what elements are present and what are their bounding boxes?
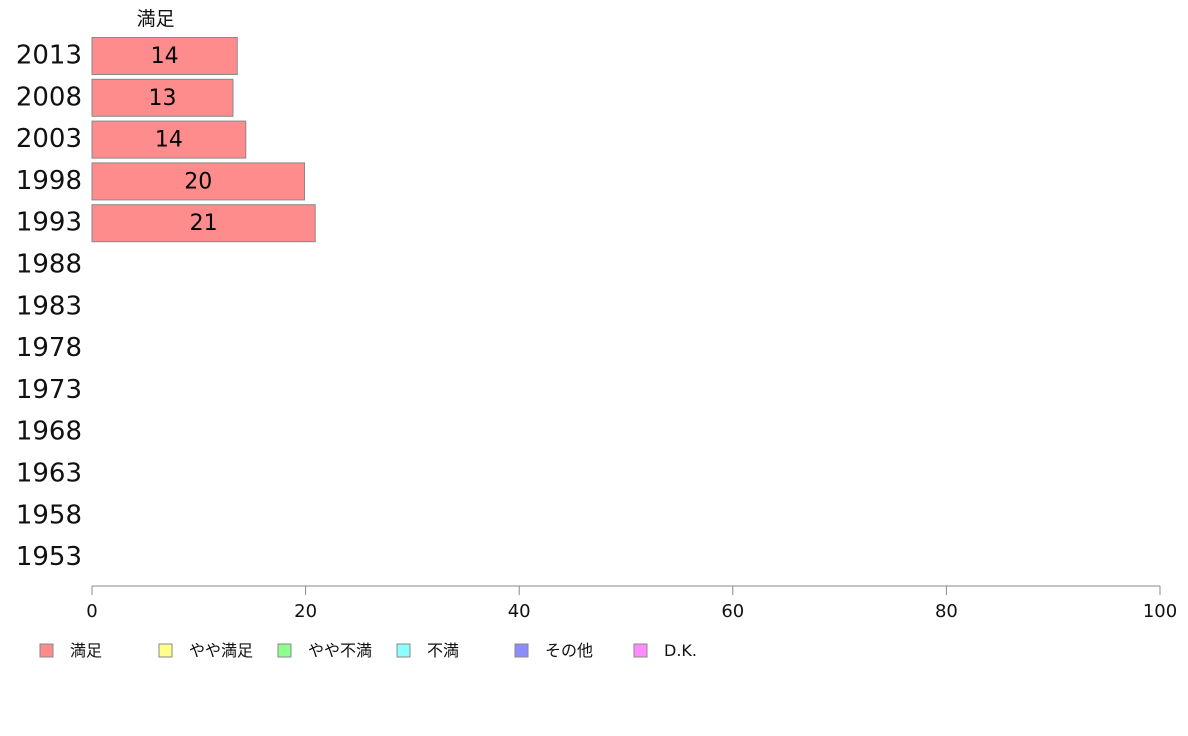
bar-data-label: 13	[148, 86, 176, 111]
bar	[91, 162, 306, 201]
legend-swatch	[277, 643, 292, 658]
legend-label: D.K.	[664, 641, 697, 660]
y-tick-label: 1978	[16, 333, 82, 363]
bar	[91, 120, 247, 159]
bar	[91, 78, 234, 117]
legend-swatch	[396, 643, 411, 658]
x-tick-label: 100	[1143, 601, 1177, 622]
x-tick-label: 60	[721, 601, 744, 622]
bar-data-label: 14	[151, 44, 179, 69]
bar	[91, 204, 316, 243]
y-tick-label: 1968	[16, 417, 82, 447]
x-tick-label: 0	[86, 601, 97, 622]
bar-data-label: 21	[190, 211, 218, 236]
y-tick-label: 1983	[16, 291, 82, 321]
legend-label: 満足	[70, 641, 102, 660]
y-axis-labels: 2013 2008 2003 1998 1993 1988 1983 1978 1973 1968…	[16, 41, 82, 573]
x-tick-label: 80	[935, 601, 958, 622]
bar-data-label: 20	[184, 169, 212, 194]
y-tick-label: 1958	[16, 500, 82, 530]
y-tick-label: 1963	[16, 459, 82, 489]
y-tick-label: 2013	[16, 41, 82, 71]
y-tick-label: 1988	[16, 250, 82, 280]
y-tick-label: 2003	[16, 124, 82, 154]
legend-label: やや不満	[308, 641, 372, 660]
x-tick-label: 40	[508, 601, 531, 622]
bar	[91, 37, 238, 75]
legend-swatch	[633, 643, 648, 658]
legend-swatch	[514, 643, 529, 658]
legend: 満足 やや満足 やや不満 不満 その他 D.K.	[39, 641, 697, 660]
series-top-label: 満足	[137, 8, 175, 30]
y-tick-label: 1973	[16, 375, 82, 405]
legend-swatch	[39, 643, 54, 658]
y-tick-label: 1993	[16, 208, 82, 238]
legend-label: やや満足	[189, 641, 253, 660]
x-axis: 0 20 40 60 80 100	[86, 585, 1177, 622]
x-tick-label: 20	[294, 601, 317, 622]
legend-swatch	[158, 643, 173, 658]
y-tick-label: 1998	[16, 166, 82, 196]
y-tick-label: 1953	[16, 542, 82, 572]
y-tick-label: 2008	[16, 82, 82, 112]
legend-label: 不満	[427, 641, 459, 660]
bars	[91, 37, 316, 243]
bar-data-label: 14	[155, 128, 183, 153]
legend-label: その他	[545, 641, 593, 660]
